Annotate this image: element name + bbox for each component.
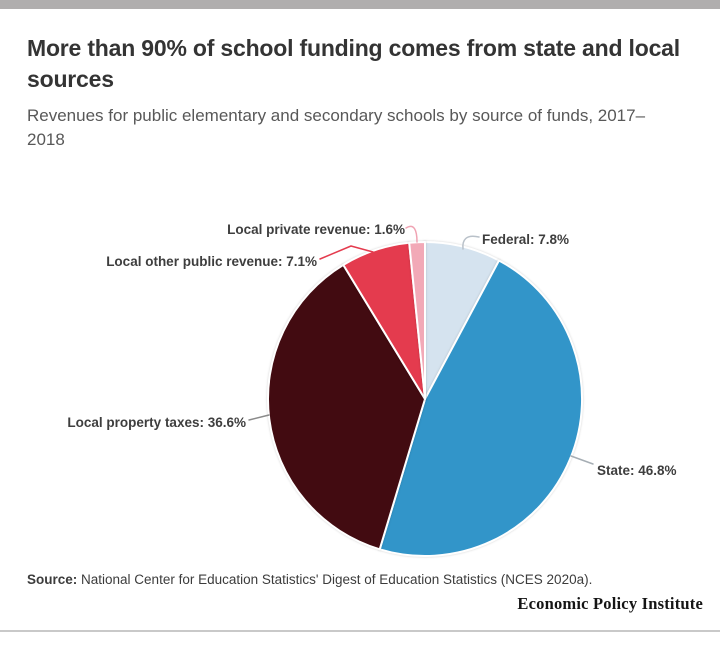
- brand-logo: Economic Policy Institute: [517, 594, 703, 613]
- pie-label-local-other-public-revenue: Local other public revenue: 7.1%: [106, 254, 317, 269]
- connector-line-local-other-public-revenue: [319, 245, 374, 260]
- chart-subtitle: Revenues for public elementary and secon…: [27, 106, 646, 149]
- pie-label-federal: Federal: 7.8%: [482, 232, 570, 247]
- connector-line-local-property-taxes: [248, 414, 270, 421]
- source-label: Source:: [27, 572, 78, 587]
- bottom-divider: [0, 630, 720, 632]
- connector-line-federal: [462, 235, 480, 250]
- source-note: Source: National Center for Education St…: [27, 571, 697, 589]
- top-border-bar: [0, 0, 720, 9]
- connector-line-state: [570, 455, 594, 465]
- pie-slices: [267, 240, 583, 557]
- pie-label-state: State: 46.8%: [597, 463, 677, 478]
- connector-line-local-private-revenue: [405, 225, 418, 243]
- pie-label-local-property-taxes: Local property taxes: 36.6%: [67, 415, 246, 430]
- source-text: National Center for Education Statistics…: [77, 572, 593, 587]
- chart-title: More than 90% of school funding comes fr…: [27, 35, 680, 92]
- pie-label-local-private-revenue: Local private revenue: 1.6%: [227, 222, 405, 237]
- pie-slice-state: [378, 259, 583, 557]
